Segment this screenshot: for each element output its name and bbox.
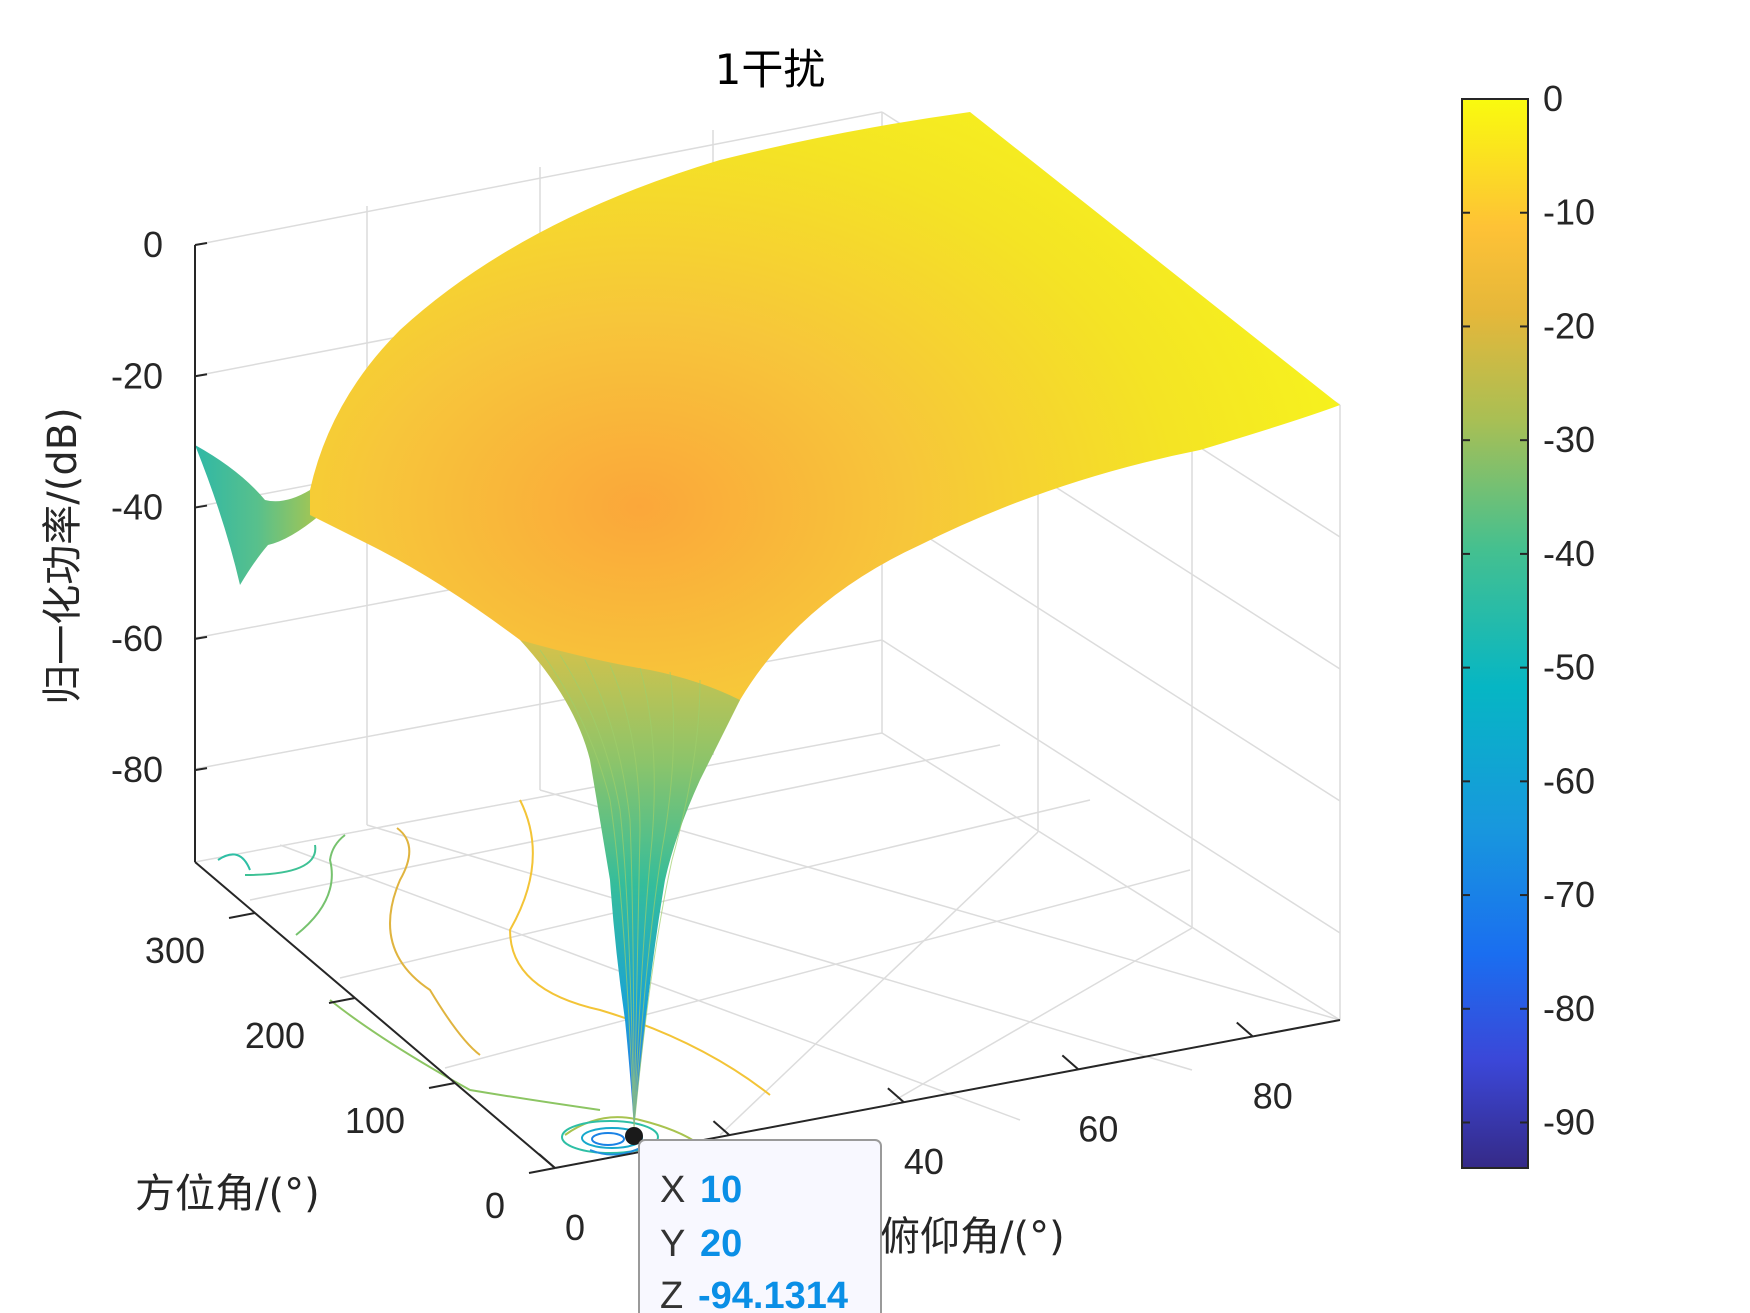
contour-line <box>389 827 481 1056</box>
colorbar-tick-label: -50 <box>1543 647 1595 688</box>
y-tick-label: 0 <box>485 1185 505 1226</box>
tick-mark <box>194 504 208 509</box>
colorbar-tick-label: -40 <box>1543 533 1595 574</box>
tick-mark <box>1061 1054 1079 1071</box>
contour-line <box>561 1120 659 1154</box>
y-tick-label: 100 <box>345 1100 405 1141</box>
z-tick-label: -80 <box>111 749 163 790</box>
y-tick-label: 200 <box>245 1015 305 1056</box>
tick-mark <box>194 635 208 640</box>
contour-line <box>591 1132 625 1146</box>
x-tick-label: 0 <box>565 1207 585 1248</box>
z-tick-label: 0 <box>143 224 163 265</box>
colorbar-tick-label: -10 <box>1543 192 1595 233</box>
z-tick-label: -40 <box>111 487 163 528</box>
x-tick-label: 60 <box>1078 1108 1118 1149</box>
colorbar-gradient <box>1461 98 1529 1169</box>
colorbar-tick-label: 0 <box>1543 78 1563 119</box>
x-tick-label: 40 <box>904 1141 944 1182</box>
tick-mark <box>887 1087 905 1103</box>
tick-mark <box>428 1082 456 1089</box>
tick-mark <box>194 767 208 772</box>
datatip-x-key: X <box>660 1169 685 1211</box>
contour-line <box>589 1147 641 1156</box>
contour-line <box>508 799 771 1096</box>
datatip[interactable]: X 10 Y 20 Z -94.1314 <box>625 1127 882 1313</box>
x-axis-label: 俯仰角/(°) <box>880 1214 1065 1260</box>
colorbar: 0 -10 -20 -30 -40 -50 -60 -70 -80 -90 <box>1461 78 1595 1169</box>
surface-mesh-lines <box>539 649 701 1129</box>
z-tick-label: -20 <box>111 355 163 396</box>
tick-mark <box>528 1167 556 1174</box>
datatip-z-key: Z <box>660 1275 683 1313</box>
contour-line <box>295 834 346 936</box>
surface-funnel <box>520 640 740 1128</box>
y-tick-labels: 0 100 200 300 <box>145 930 505 1226</box>
colorbar-tick-label: -30 <box>1543 419 1595 460</box>
z-axis-label: 归一化功率/(dB) <box>40 407 86 705</box>
colorbar-tick-label: -60 <box>1543 760 1595 801</box>
surface-left-ridge <box>195 445 320 585</box>
colorbar-tick-label: -80 <box>1543 988 1595 1029</box>
surface-plot <box>195 112 1340 1129</box>
x-tick-label: 80 <box>1253 1075 1293 1116</box>
tick-mark <box>538 1153 556 1169</box>
datatip-y-value: 20 <box>700 1223 742 1265</box>
tick-mark <box>194 373 208 378</box>
datatip-y-key: Y <box>660 1223 685 1265</box>
tick-mark <box>712 1120 731 1136</box>
datatip-x-value: 10 <box>700 1169 742 1211</box>
datatip-z-value: -94.1314 <box>698 1275 848 1313</box>
colorbar-tick-label: -20 <box>1543 305 1595 346</box>
colorbar-tick-labels: 0 -10 -20 -30 -40 -50 -60 -70 -80 -90 <box>1462 78 1595 1143</box>
tick-mark <box>228 912 256 919</box>
contour-line <box>244 844 317 876</box>
z-tick-label: -60 <box>111 618 163 659</box>
tick-mark <box>1236 1021 1254 1038</box>
z-tick-labels: 0 -20 -40 -60 -80 <box>111 224 163 790</box>
colorbar-tick-label: -70 <box>1543 874 1595 915</box>
datatip-marker[interactable] <box>625 1127 643 1145</box>
y-tick-label: 300 <box>145 930 205 971</box>
surface-main-sheet <box>310 112 1340 830</box>
tick-marks <box>194 242 1254 1174</box>
contour-line <box>329 999 601 1111</box>
colorbar-tick-label: -90 <box>1543 1102 1595 1143</box>
chart-title: 1干扰 <box>715 45 826 94</box>
y-axis-label: 方位角/(°) <box>135 1171 320 1217</box>
tick-mark <box>328 997 356 1004</box>
tick-mark <box>194 242 208 246</box>
contour-line <box>217 853 251 871</box>
datatip-box <box>638 1139 882 1313</box>
